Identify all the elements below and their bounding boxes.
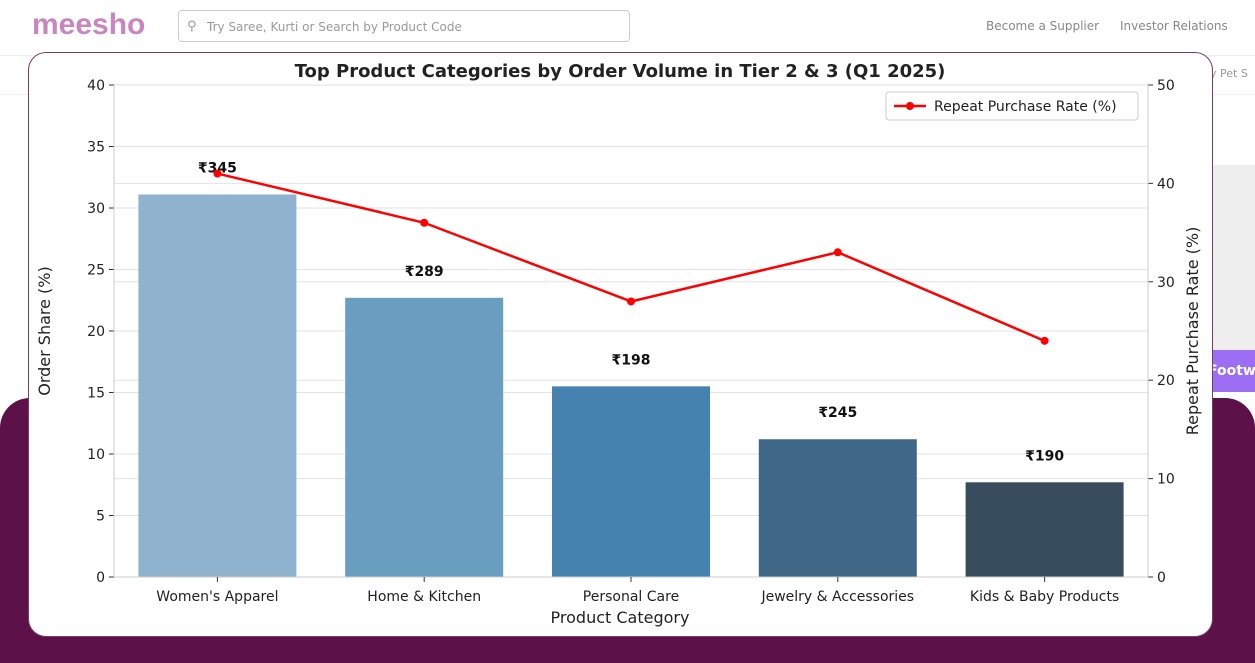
footwear-banner[interactable]: Footwe	[1208, 350, 1255, 392]
legend-label: Repeat Purchase Rate (%)	[934, 99, 1117, 115]
x-tick-label: Jewelry & Accessories	[760, 589, 914, 605]
y2-tick-label: 0	[1157, 570, 1166, 586]
x-tick-label: Kids & Baby Products	[970, 589, 1119, 605]
y-tick-label: 10	[87, 447, 105, 463]
bar	[345, 297, 504, 577]
search-input[interactable]: ⚲ Try Saree, Kurti or Search by Product C…	[178, 10, 630, 42]
x-tick-label: Women's Apparel	[156, 589, 278, 605]
meesho-logo[interactable]: meesho	[32, 8, 146, 41]
y2-tick-label: 20	[1157, 373, 1175, 389]
repeat-rate-point	[213, 169, 222, 178]
bar-data-label: ₹190	[1025, 448, 1064, 464]
y-tick-label: 30	[87, 201, 105, 217]
footwear-label: Footwe	[1208, 363, 1255, 379]
bar	[552, 386, 710, 577]
repeat-rate-point	[627, 297, 635, 306]
x-axis-label: Product Category	[551, 608, 690, 627]
bar-data-label: ₹198	[612, 352, 651, 368]
x-tick-label: Home & Kitchen	[367, 589, 481, 605]
y-tick-label: 20	[87, 324, 105, 340]
bar-data-label: ₹289	[405, 264, 444, 280]
bar-data-label: ₹245	[818, 405, 857, 421]
y2-axis-label: Repeat Purchase Rate (%)	[1183, 227, 1202, 436]
bar	[138, 194, 297, 577]
x-tick-label: Personal Care	[583, 589, 679, 605]
repeat-rate-point	[420, 218, 429, 227]
y-tick-label: 15	[87, 386, 105, 402]
y2-tick-label: 30	[1157, 275, 1175, 291]
bar-data-label: ₹345	[198, 160, 237, 176]
y-axis-label: Order Share (%)	[35, 266, 54, 396]
repeat-rate-line	[217, 172, 1046, 342]
y-tick-label: 40	[87, 78, 105, 94]
y-tick-label: 35	[87, 140, 105, 156]
y2-tick-label: 10	[1157, 472, 1175, 488]
search-placeholder: Try Saree, Kurti or Search by Product Co…	[207, 20, 462, 34]
y2-tick-label: 40	[1157, 176, 1175, 192]
bar	[965, 482, 1124, 577]
y-tick-label: 5	[96, 509, 105, 525]
site-header: meesho ⚲ Try Saree, Kurti or Search by Pr…	[0, 0, 1255, 56]
y-tick-label: 25	[87, 263, 105, 279]
chart-title: Top Product Categories by Order Volume i…	[295, 61, 946, 82]
become-supplier-link[interactable]: Become a Supplier	[986, 19, 1100, 33]
search-icon: ⚲	[187, 19, 197, 34]
bar	[758, 439, 917, 577]
nav-category-partial[interactable]: y Pet S	[1210, 67, 1248, 80]
repeat-rate-point	[833, 248, 842, 257]
repeat-rate-point	[1040, 336, 1049, 345]
legend: Repeat Purchase Rate (%)	[885, 91, 1139, 121]
investor-relations-link[interactable]: Investor Relations	[1120, 19, 1228, 33]
y-tick-label: 0	[96, 570, 105, 586]
y2-tick-label: 50	[1157, 78, 1175, 94]
product-image[interactable]	[1208, 165, 1255, 350]
